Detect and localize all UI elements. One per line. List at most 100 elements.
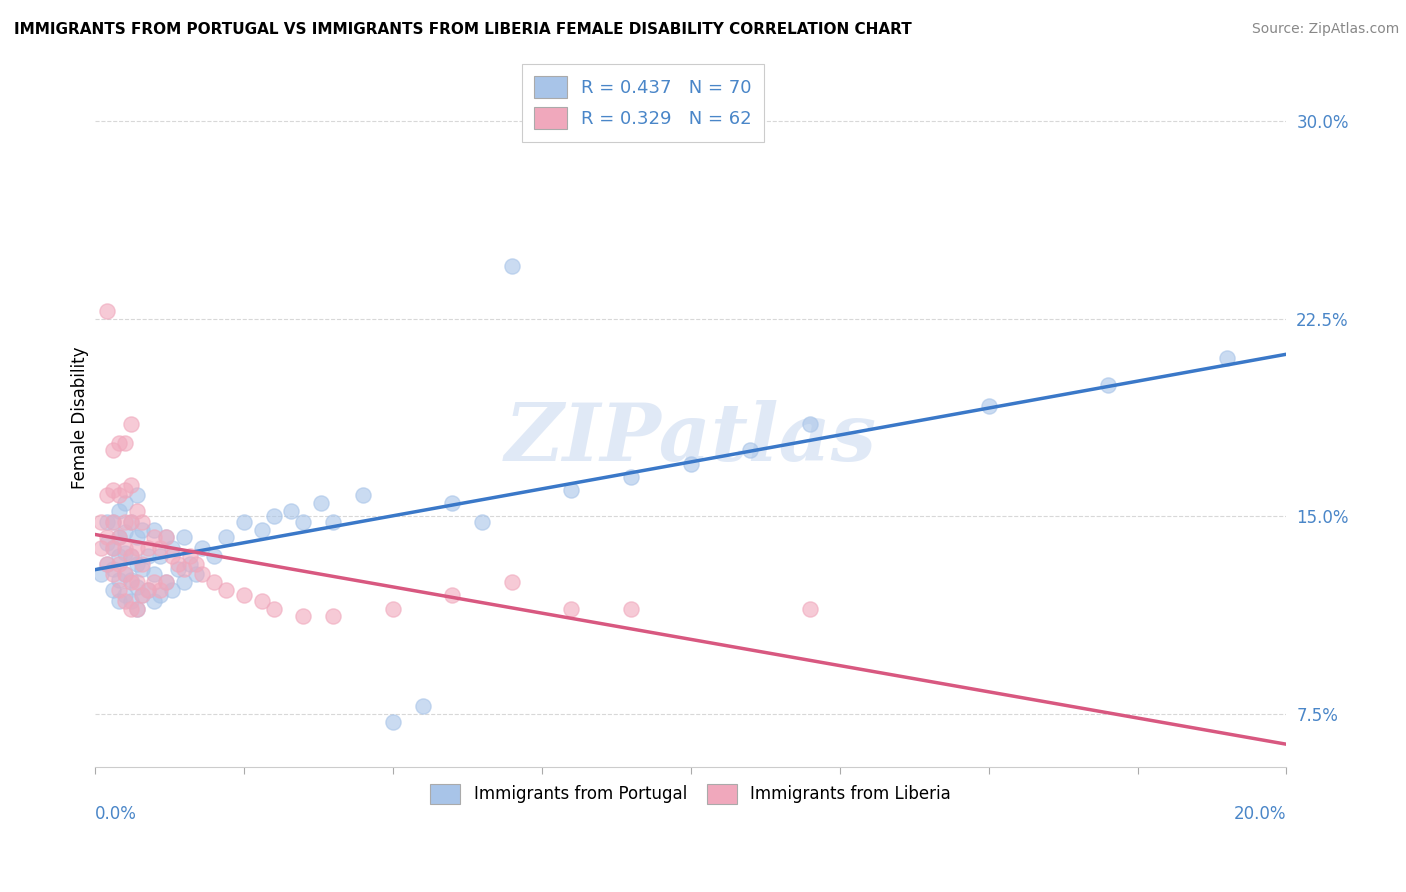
Point	[120, 515, 142, 529]
Point	[120, 601, 142, 615]
Point	[250, 593, 273, 607]
Point	[114, 546, 136, 560]
Point	[114, 588, 136, 602]
Text: Source: ZipAtlas.com: Source: ZipAtlas.com	[1251, 22, 1399, 37]
Point	[114, 541, 136, 555]
Point	[131, 588, 153, 602]
Point	[560, 601, 582, 615]
Point	[191, 567, 214, 582]
Text: 0.0%: 0.0%	[94, 805, 136, 823]
Point	[120, 575, 142, 590]
Point	[232, 515, 254, 529]
Point	[441, 496, 464, 510]
Point	[107, 573, 129, 587]
Point	[179, 557, 201, 571]
Point	[114, 496, 136, 510]
Point	[799, 601, 821, 615]
Point	[381, 714, 404, 729]
Point	[125, 504, 148, 518]
Point	[679, 457, 702, 471]
Point	[96, 304, 118, 318]
Point	[131, 562, 153, 576]
Point	[101, 541, 124, 555]
Point	[560, 483, 582, 497]
Point	[250, 523, 273, 537]
Point	[125, 488, 148, 502]
Point	[120, 549, 142, 563]
Point	[184, 557, 207, 571]
Point	[149, 588, 172, 602]
Point	[96, 557, 118, 571]
Point	[101, 483, 124, 497]
Point	[114, 515, 136, 529]
Point	[101, 562, 124, 576]
Point	[107, 488, 129, 502]
Point	[90, 515, 112, 529]
Point	[1216, 351, 1239, 366]
Point	[131, 588, 153, 602]
Point	[179, 549, 201, 563]
Point	[125, 581, 148, 595]
Point	[138, 583, 160, 598]
Legend: Immigrants from Portugal, Immigrants from Liberia: Immigrants from Portugal, Immigrants fro…	[423, 777, 957, 811]
Point	[381, 601, 404, 615]
Point	[96, 488, 118, 502]
Point	[740, 443, 762, 458]
Point	[162, 549, 184, 563]
Point	[101, 541, 124, 555]
Point	[184, 567, 207, 582]
Point	[131, 557, 153, 571]
Point	[107, 557, 129, 571]
Point	[501, 575, 523, 590]
Point	[149, 549, 172, 563]
Point	[120, 417, 142, 431]
Point	[155, 530, 177, 544]
Point	[173, 575, 195, 590]
Point	[309, 496, 332, 510]
Point	[263, 601, 285, 615]
Point	[107, 549, 129, 563]
Point	[322, 609, 344, 624]
Point	[280, 504, 302, 518]
Point	[120, 573, 142, 587]
Point	[173, 530, 195, 544]
Point	[107, 504, 129, 518]
Point	[90, 567, 112, 582]
Point	[162, 583, 184, 598]
Point	[1097, 377, 1119, 392]
Point	[96, 530, 118, 544]
Point	[131, 515, 153, 529]
Point	[202, 575, 225, 590]
Point	[620, 601, 643, 615]
Point	[143, 567, 166, 582]
Point	[107, 435, 129, 450]
Point	[96, 515, 118, 529]
Point	[101, 515, 124, 529]
Point	[125, 530, 148, 544]
Point	[114, 525, 136, 540]
Text: IMMIGRANTS FROM PORTUGAL VS IMMIGRANTS FROM LIBERIA FEMALE DISABILITY CORRELATIO: IMMIGRANTS FROM PORTUGAL VS IMMIGRANTS F…	[14, 22, 912, 37]
Point	[90, 541, 112, 555]
Point	[101, 583, 124, 598]
Point	[215, 530, 238, 544]
Point	[155, 575, 177, 590]
Point	[114, 567, 136, 582]
Point	[202, 549, 225, 563]
Point	[155, 530, 177, 544]
Text: 20.0%: 20.0%	[1234, 805, 1286, 823]
Point	[114, 593, 136, 607]
Point	[292, 609, 315, 624]
Point	[120, 549, 142, 563]
Point	[131, 523, 153, 537]
Point	[138, 541, 160, 555]
Point	[125, 601, 148, 615]
Point	[620, 470, 643, 484]
Y-axis label: Female Disability: Female Disability	[72, 346, 89, 489]
Point	[114, 567, 136, 582]
Point	[138, 583, 160, 598]
Point	[799, 417, 821, 431]
Point	[149, 541, 172, 555]
Point	[120, 593, 142, 607]
Point	[263, 509, 285, 524]
Point	[412, 698, 434, 713]
